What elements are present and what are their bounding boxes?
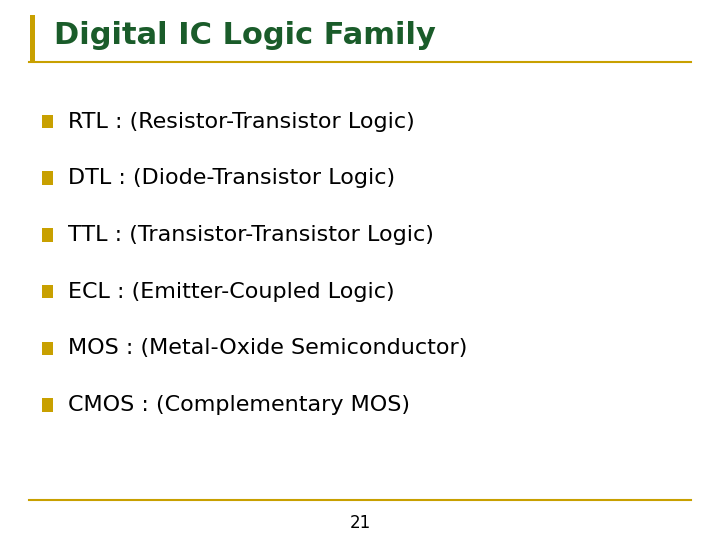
Bar	[30, 15, 35, 63]
Bar	[42, 171, 53, 185]
Bar	[42, 228, 53, 241]
Text: 21: 21	[349, 514, 371, 532]
Text: ECL : (Emitter-Coupled Logic): ECL : (Emitter-Coupled Logic)	[68, 281, 395, 302]
Bar	[42, 114, 53, 128]
Text: MOS : (Metal-Oxide Semiconductor): MOS : (Metal-Oxide Semiconductor)	[68, 338, 468, 359]
Text: Digital IC Logic Family: Digital IC Logic Family	[54, 21, 436, 50]
Text: RTL : (Resistor-Transistor Logic): RTL : (Resistor-Transistor Logic)	[68, 111, 415, 132]
Text: TTL : (Transistor-Transistor Logic): TTL : (Transistor-Transistor Logic)	[68, 225, 434, 245]
Text: DTL : (Diode-Transistor Logic): DTL : (Diode-Transistor Logic)	[68, 168, 395, 188]
Text: CMOS : (Complementary MOS): CMOS : (Complementary MOS)	[68, 395, 410, 415]
Bar	[42, 285, 53, 298]
Bar	[42, 399, 53, 411]
Bar	[42, 341, 53, 355]
